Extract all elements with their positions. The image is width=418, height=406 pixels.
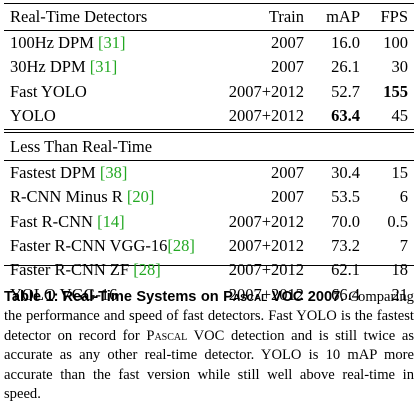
- fps-cell: 7: [399, 235, 408, 255]
- caption-text-2: VOC detection and is still twice as accu…: [4, 327, 415, 403]
- map-cell: 70.0: [331, 211, 360, 231]
- method-label: 100Hz DPM: [10, 33, 99, 52]
- method-label: Fast R-CNN: [10, 211, 98, 231]
- caption-title-suffix: VOC 2007.: [267, 289, 345, 305]
- fps-cell: 100: [383, 33, 408, 52]
- method-name: Faster R-CNN VGG-16[28]: [10, 234, 195, 258]
- citation-link[interactable]: [31]: [98, 33, 126, 52]
- table-row: Fast R-CNN [14] 2007+2012 70.0 0.5: [4, 210, 414, 234]
- method-label: YOLO VGG-16: [10, 284, 118, 304]
- train-cell: 2007+2012: [228, 81, 304, 101]
- section-rule-1: [4, 129, 414, 130]
- fps-cell: 30: [391, 57, 409, 77]
- fps-cell: 6: [399, 187, 408, 207]
- train-cell: 2007: [271, 33, 304, 52]
- train-cell: 2007+2012: [228, 260, 304, 280]
- citation-link[interactable]: [38]: [99, 163, 128, 182]
- method-label: Faster R-CNN ZF: [10, 260, 134, 280]
- map-cell: 73.2: [331, 235, 360, 255]
- fps-cell: 18: [391, 260, 409, 280]
- method-label: Fastest DPM: [10, 163, 100, 182]
- train-cell: 2007+2012: [228, 235, 304, 255]
- header-row: Real-Time Detectors Train mAP FPS: [4, 5, 414, 29]
- col-header-fps: FPS: [380, 7, 408, 26]
- method-name: YOLO VGG-16: [10, 283, 117, 307]
- train-cell: 2007: [271, 163, 304, 182]
- fps-cell: 15: [391, 163, 409, 182]
- train-cell: 2007+2012: [228, 211, 304, 231]
- method-label: Faster R-CNN VGG-16: [10, 235, 168, 255]
- top-rule: [4, 3, 414, 4]
- caption-title-prefix: Real-Time Systems on: [62, 289, 224, 305]
- method-name: R-CNN Minus R [20]: [10, 185, 154, 209]
- method-name: Faster R-CNN ZF [28]: [10, 258, 161, 282]
- table-row: Faster R-CNN ZF [28] 2007+2012 62.1 18: [4, 258, 414, 282]
- col-header-map: mAP: [326, 7, 360, 26]
- table-row: YOLO 2007+2012 63.4 45: [4, 104, 414, 128]
- section-heading-realtime: Real-Time Detectors: [10, 7, 148, 26]
- fps-cell: 45: [391, 105, 409, 125]
- bottom-rule: [4, 265, 414, 266]
- table-caption: Table 1: Real-Time Systems on Pascal VOC…: [4, 288, 414, 404]
- method-name: 30Hz DPM [31]: [10, 55, 117, 79]
- fps-cell: 0.5: [387, 211, 408, 231]
- caption-title-smallcaps: Pascal: [223, 289, 268, 305]
- caption-title: Real-Time Systems on Pascal VOC 2007.: [62, 289, 344, 305]
- fps-cell: 155: [383, 81, 408, 101]
- map-cell: 66.4: [331, 284, 360, 304]
- method-name: 100Hz DPM [31]: [10, 31, 126, 55]
- train-cell: 2007+2012: [228, 284, 304, 304]
- subheader-rule: [4, 160, 414, 161]
- col-header-train: Train: [268, 7, 304, 26]
- citation-link[interactable]: [20]: [126, 187, 155, 207]
- caption-label: Table 1:: [4, 289, 59, 305]
- method-name: YOLO: [10, 104, 56, 128]
- map-cell: 62.1: [331, 260, 360, 280]
- table-row: 100Hz DPM [31] 2007 16.0 100: [4, 31, 414, 55]
- method-label: R-CNN Minus R: [10, 187, 127, 207]
- header-rule: [4, 30, 414, 31]
- section-heading-less-realtime: Less Than Real-Time: [10, 137, 153, 156]
- caption-text-smallcaps: Pascal: [146, 327, 188, 344]
- map-cell: 63.4: [331, 105, 360, 125]
- section-rule-2: [4, 132, 414, 133]
- map-cell: 52.7: [331, 81, 360, 101]
- citation-link[interactable]: [31]: [89, 57, 118, 77]
- map-cell: 30.4: [331, 163, 360, 182]
- method-label: Fast YOLO: [10, 81, 87, 101]
- method-name: Fastest DPM [38]: [10, 161, 127, 185]
- table-row: Fastest DPM [38] 2007 30.4 15: [4, 161, 414, 185]
- train-cell: 2007: [271, 57, 304, 77]
- map-cell: 53.5: [331, 187, 360, 207]
- citation-link[interactable]: [14]: [97, 211, 125, 231]
- method-name: Fast R-CNN [14]: [10, 210, 125, 234]
- train-cell: 2007+2012: [228, 105, 304, 125]
- table-row: YOLO VGG-16 2007+2012 66.4 21: [4, 283, 414, 307]
- citation-link[interactable]: [28]: [133, 260, 161, 280]
- section-heading-row: Less Than Real-Time: [4, 135, 414, 159]
- table-row: Faster R-CNN VGG-16[28] 2007+2012 73.2 7: [4, 234, 414, 258]
- map-cell: 26.1: [331, 57, 360, 77]
- caption-text-1: Comparing the performance and speed of f…: [4, 289, 414, 344]
- map-cell: 16.0: [331, 33, 360, 52]
- method-name: Fast YOLO: [10, 80, 87, 104]
- citation-link[interactable]: [28]: [167, 235, 195, 255]
- method-label: 30Hz DPM: [10, 57, 90, 77]
- method-label: YOLO: [10, 105, 56, 125]
- table-row: 30Hz DPM [31] 2007 26.1 30: [4, 55, 414, 79]
- fps-cell: 21: [391, 284, 409, 304]
- table-row: R-CNN Minus R [20] 2007 53.5 6: [4, 185, 414, 209]
- table-row: Fast YOLO 2007+2012 52.7 155: [4, 80, 414, 104]
- train-cell: 2007: [271, 187, 304, 207]
